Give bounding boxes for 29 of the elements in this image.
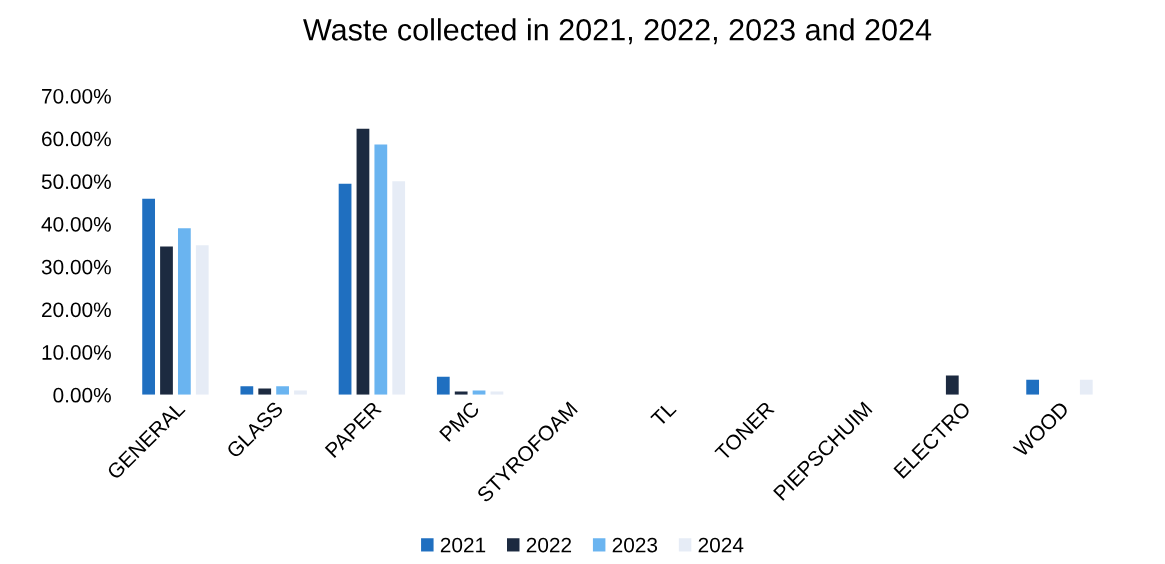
bar: [258, 388, 272, 395]
bar: [276, 386, 289, 395]
bar: [1079, 379, 1093, 395]
legend-label: 2021: [440, 537, 486, 553]
bar: [160, 246, 173, 395]
bar: [338, 183, 352, 395]
y-tick-label: 60.00%: [42, 131, 111, 147]
bar: [240, 386, 254, 395]
y-tick-label: 10.00%: [42, 345, 111, 360]
y-tick-label: 30.00%: [41, 259, 111, 275]
bar: [195, 245, 209, 395]
y-tick-label: 20.00%: [42, 302, 111, 318]
legend-label: 2023: [612, 537, 658, 553]
y-tick-label: 50.00%: [41, 174, 111, 190]
chart-title: Waste collected in 2021, 2022, 2023 and 2024: [303, 18, 932, 45]
y-tick-label: 0.00%: [53, 387, 111, 403]
bar: [945, 375, 959, 395]
bar: [356, 128, 370, 395]
bar: [1026, 379, 1040, 395]
legend-label: 2024: [698, 537, 744, 553]
bar: [374, 144, 388, 395]
bar: [142, 198, 155, 395]
bar: [436, 376, 450, 395]
x-tick-label: TL: [650, 400, 677, 428]
legend-label: 2022: [526, 537, 572, 553]
bar: [177, 228, 191, 395]
bar: [392, 181, 406, 395]
y-tick-label: 40.00%: [41, 216, 111, 232]
y-tick-label: 70.00%: [42, 88, 111, 104]
